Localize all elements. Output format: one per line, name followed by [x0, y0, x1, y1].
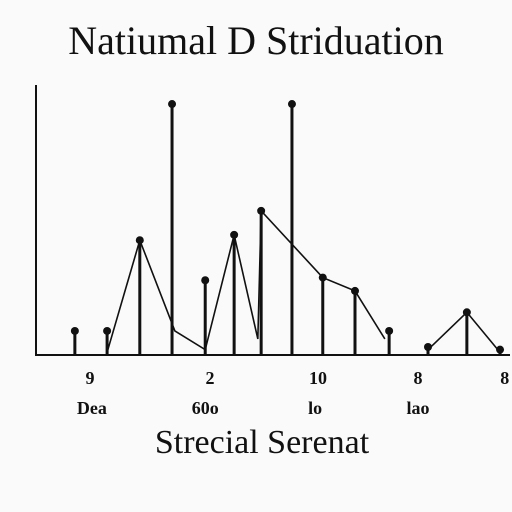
stem-head [496, 345, 505, 354]
stem-head [257, 206, 266, 215]
x-tick-label: 8 [414, 368, 423, 388]
stem-head [135, 236, 144, 245]
x-tick-sublabel: lao [407, 398, 430, 418]
x-tick-label: 2 [205, 368, 214, 388]
stem-head [287, 100, 296, 109]
stem-head [103, 326, 112, 335]
stem-head [318, 273, 327, 282]
stem-head [351, 286, 360, 295]
stem-head [385, 326, 394, 335]
stem-head [462, 308, 471, 317]
x-tick-label: 10 [309, 368, 327, 388]
stem-head [70, 326, 79, 335]
stem-head [423, 342, 432, 351]
stem-head [230, 230, 239, 239]
stem-head [201, 276, 210, 285]
curve [106, 208, 386, 353]
stem-head [168, 100, 177, 109]
x-tick-sublabel: lo [308, 398, 322, 418]
x-axis-label: Strecial Serenat [155, 424, 370, 461]
x-tick-sublabel: Dea [77, 398, 107, 418]
x-tick-label: 8 [500, 368, 509, 388]
chart-title: Natiumal D Striduation [68, 18, 444, 63]
x-tick-sublabel: 60o [192, 398, 219, 418]
x-tick-label: 9 [86, 368, 95, 388]
